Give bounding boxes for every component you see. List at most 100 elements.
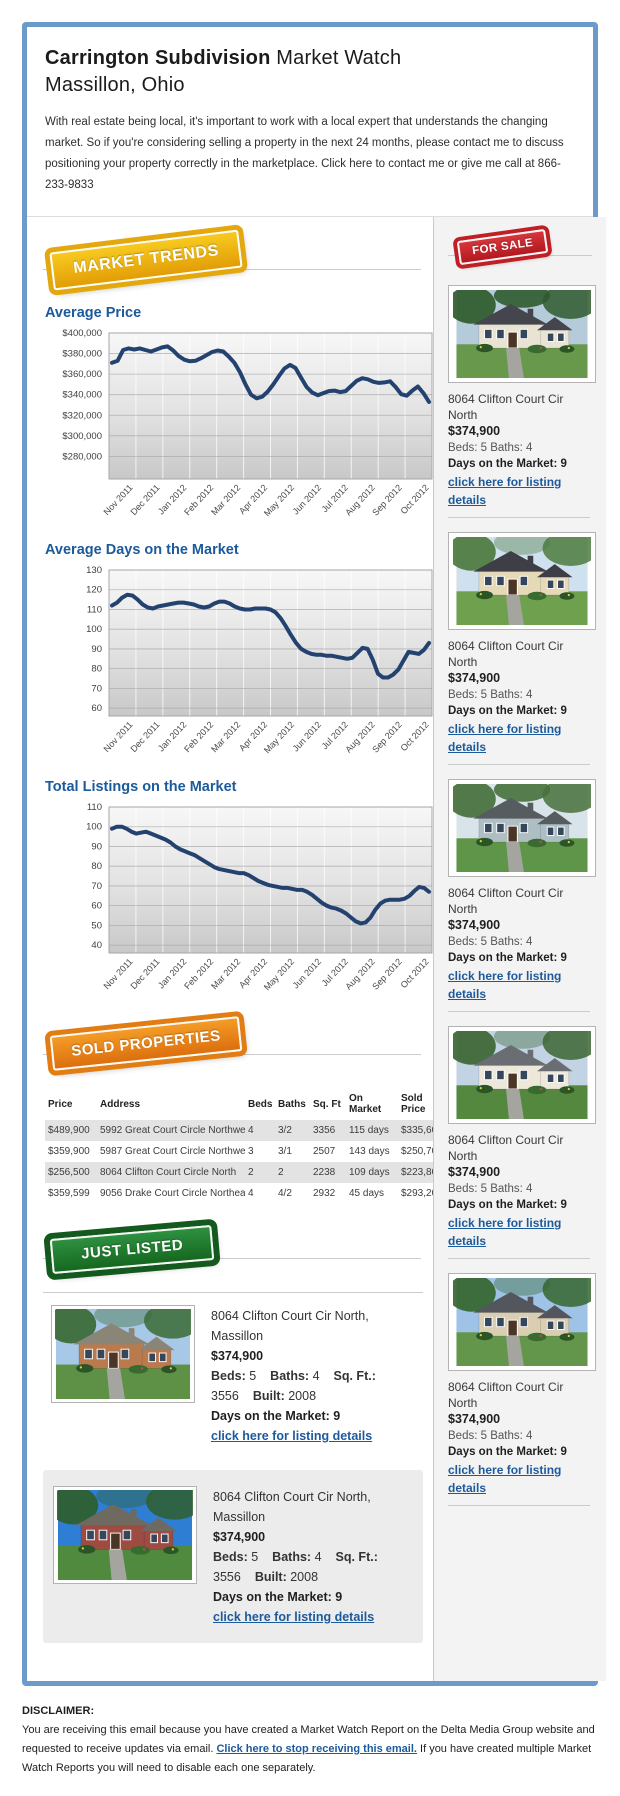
listing-details-link[interactable]: click here for listing details [448,722,562,754]
listing-details-link[interactable]: click here for listing details [448,1463,562,1495]
svg-text:$340,000: $340,000 [62,390,102,401]
listing-price: $374,900 [448,1165,501,1179]
cell-baths: 3/2 [278,1125,292,1136]
listing-details-link[interactable]: click here for listing details [448,969,562,1001]
cell-baths: 4/2 [278,1188,292,1199]
report-subtitle: Massillon, Ohio [45,74,185,96]
divider [43,269,421,270]
listing-address: 8064 Clifton Court Cir North, Massillon [211,1309,369,1343]
report-title-suffix: Market Watch [270,47,402,69]
listing-specs: Beds: 5 Baths: 4 Sq. Ft.: 3556 Built: 2008 [213,1547,413,1587]
listing-photo[interactable] [448,779,596,877]
cell-sold-price: $250,700 [401,1146,443,1157]
svg-text:90: 90 [91,841,102,852]
divider [448,1258,590,1259]
listing-beds-baths: Beds: 5 Baths: 4 [448,442,533,454]
cell-address: 5992 Great Court Circle Northwest [100,1125,245,1136]
svg-text:$320,000: $320,000 [62,410,102,421]
just-listed-badge: JUST LISTED [49,1224,215,1275]
beds-label: Beds: [213,1550,248,1564]
sqft-label: Sq. Ft.: [333,1369,376,1383]
intro-paragraph: With real estate being local, it's impor… [45,116,564,191]
disclaimer-heading: DISCLAIMER: [22,1705,95,1717]
listing-address: 8064 Clifton Court Cir North [448,392,564,422]
for-sale-listing: 8064 Clifton Court Cir North $374,900 Be… [448,1026,596,1259]
cell-price: $359,900 [48,1146,90,1157]
listing-photo[interactable] [448,1026,596,1124]
svg-text:70: 70 [91,683,102,694]
chart-title-total-listings: Total Listings on the Market [45,779,237,795]
unsubscribe-link[interactable]: Click here to stop receiving this email. [216,1743,417,1755]
email-container: Carrington Subdivision Market Watch Mass… [22,22,606,1686]
cell-sqft: 2507 [313,1146,336,1157]
listing-price: $374,900 [448,918,501,932]
table-row: $359,900 5987 Great Court Circle Northwe… [45,1141,448,1162]
built-label: Built: [254,1570,287,1584]
built-label: Built: [252,1389,285,1403]
cell-sqft: 3356 [313,1125,336,1136]
cell-price: $256,500 [48,1167,90,1178]
col-on-market: On Market [349,1093,382,1115]
for-sale-listing: 8064 Clifton Court Cir North $374,900 Be… [448,1273,596,1506]
table-row: $256,500 8064 Clifton Court Circle North… [45,1162,448,1183]
svg-text:60: 60 [91,703,102,714]
svg-text:Sep 2012: Sep 2012 [370,483,404,518]
for-sale-badge: FOR SALE [456,228,549,266]
listing-photo[interactable] [448,285,596,383]
svg-text:Mar 2012: Mar 2012 [209,720,242,755]
cell-on-market: 109 days [349,1167,390,1178]
svg-text:$360,000: $360,000 [62,369,102,380]
built-value: 2008 [288,1389,317,1403]
listing-photo[interactable] [53,1486,197,1584]
divider [43,1258,421,1259]
cell-on-market: 45 days [349,1188,385,1199]
svg-text:130: 130 [86,565,102,576]
listing-details-link[interactable]: click here for listing details [211,1429,373,1443]
main-column: MARKET TRENDS Average Price $400,000 $380… [27,217,448,1681]
market-trends-section-header: MARKET TRENDS [41,229,427,297]
cell-sold-price: $335,600 [401,1125,443,1136]
svg-text:Sep 2012: Sep 2012 [370,957,404,992]
svg-text:120: 120 [86,585,102,596]
svg-text:Jun 2012: Jun 2012 [291,957,324,991]
svg-text:Oct 2012: Oct 2012 [399,483,431,517]
svg-text:Sep 2012: Sep 2012 [370,720,404,755]
listing-beds-baths: Beds: 5 Baths: 4 [448,1183,533,1195]
svg-text:Dec 2011: Dec 2011 [128,720,161,755]
col-price: Price [48,1098,73,1110]
divider [448,1011,590,1012]
listing-photo[interactable] [448,1273,596,1371]
average-price-chart: $400,000 $380,000 $360,000 $340,000 $320,000… [62,328,433,518]
beds-label: Beds: [211,1369,246,1383]
listing-days-on-market: Days on the Market: 9 [448,1199,567,1211]
listing-beds-baths: Beds: 5 Baths: 4 [448,936,533,948]
chart-title-average-days: Average Days on the Market [45,542,239,558]
listing-details-link[interactable]: click here for listing details [448,475,562,507]
just-listed-item: 8064 Clifton Court Cir North, Massillon … [43,1470,423,1643]
svg-text:100: 100 [86,624,102,635]
svg-text:Jun 2012: Jun 2012 [291,483,324,517]
report-header: Carrington Subdivision Market Watch Mass… [27,27,593,216]
listing-details-link[interactable]: click here for listing details [448,1216,562,1248]
listing-photo[interactable] [448,532,596,630]
divider [43,1054,421,1055]
col-beds: Beds [248,1098,273,1110]
cell-address: 8064 Clifton Court Circle North [100,1167,237,1178]
report-title: Carrington Subdivision Market Watch Mass… [45,45,575,99]
svg-text:$380,000: $380,000 [62,349,102,360]
sold-properties-table: Price Address Beds Baths Sq. Ft On Marke… [45,1088,448,1204]
sold-properties-badge: SOLD PROPERTIES [49,1016,243,1071]
svg-text:Mar 2012: Mar 2012 [209,957,242,992]
listing-days-on-market: Days on the Market: 9 [448,705,567,717]
sqft-label: Sq. Ft.: [335,1550,378,1564]
cell-beds: 4 [248,1188,254,1199]
svg-text:Oct 2012: Oct 2012 [399,957,431,991]
listing-photo[interactable] [51,1305,195,1403]
svg-text:70: 70 [91,881,102,892]
beds-value: 5 [251,1550,259,1564]
svg-text:Dec 2011: Dec 2011 [128,483,161,518]
cell-price: $359,599 [48,1188,90,1199]
cell-on-market: 115 days [349,1125,389,1136]
listing-details-link[interactable]: click here for listing details [213,1610,375,1624]
